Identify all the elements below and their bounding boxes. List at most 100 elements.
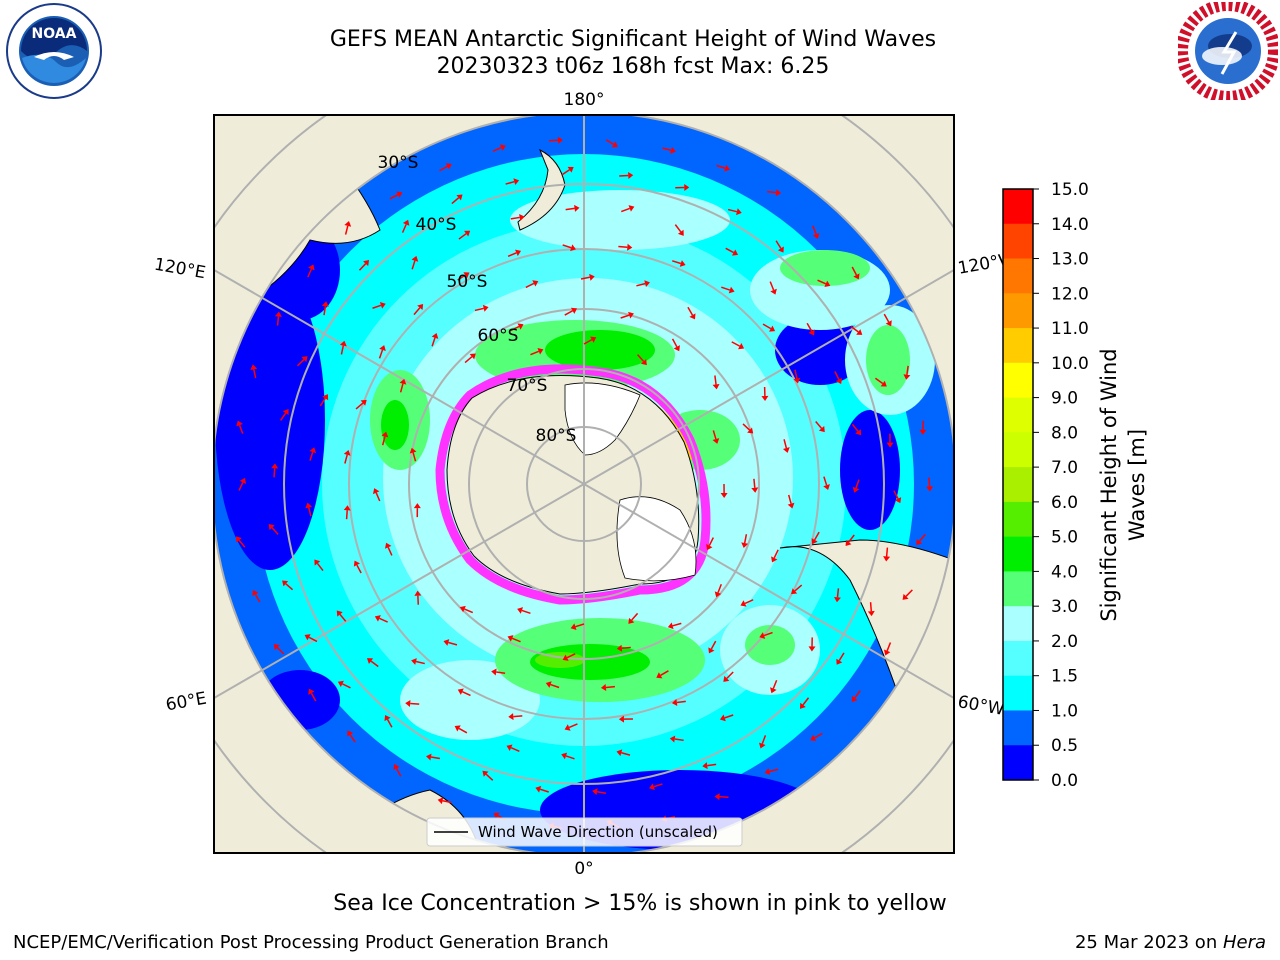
wave-arrow <box>814 732 823 739</box>
wave-arrow-head <box>706 544 713 551</box>
wave-arrow <box>707 763 717 767</box>
wave-arrow-head <box>835 378 843 385</box>
wave-arrow-head <box>770 687 777 694</box>
machine-name: Hera <box>1222 932 1266 953</box>
wave-arrow <box>448 641 458 646</box>
map-legend: Wind Wave Direction (unscaled) <box>426 817 743 847</box>
wave-arrow-head <box>409 447 417 454</box>
wave-arrow <box>605 685 615 689</box>
wave-arrow <box>773 549 779 559</box>
wave-arrow-head <box>469 353 476 360</box>
wave-arrow-head <box>724 164 730 172</box>
wave-arrow <box>238 424 244 434</box>
wave-arrow <box>708 537 715 546</box>
wave-arrow <box>605 139 615 146</box>
wave-arrow-head <box>903 374 911 380</box>
wave-arrow <box>676 700 686 704</box>
wave-arrow-head <box>759 742 766 749</box>
run-date: 25 Mar 2023 on Hera <box>1074 932 1266 953</box>
weddell-ice-shelf <box>616 496 697 582</box>
wave-arrow <box>430 756 440 760</box>
wave-arrow-head <box>741 542 749 548</box>
wave-arrow-head <box>347 730 354 737</box>
sea-ice-fringe <box>435 364 711 605</box>
wave-arrow <box>395 768 402 777</box>
wave-arrow-head <box>628 171 634 179</box>
colorbar: 0.0 0.5 1.0 1.5 2.0 3.0 4.0 5.0 6.0 7.0 8.0 9.0 10.0… <box>1002 180 1089 791</box>
wave-arrow-head <box>537 348 544 355</box>
wave-arrow-head <box>684 184 690 192</box>
wave-arrow-head <box>343 449 351 456</box>
wave-arrow-head <box>396 191 403 198</box>
wave-arrow-head <box>493 812 500 819</box>
wave-arrow <box>510 325 520 332</box>
wave-arrow-head <box>751 487 759 493</box>
wave-arrow <box>316 562 324 571</box>
wave-arrow <box>794 369 798 379</box>
wave-arrow-head <box>363 260 370 267</box>
wave-arrow <box>883 313 890 323</box>
wave-arrow-head <box>393 763 400 771</box>
wave-arrow-head <box>810 734 817 741</box>
lat-label-50s: 50°S <box>447 272 488 292</box>
colorbar-tick-label: 3.0 <box>1051 597 1078 617</box>
wave-arrow-head <box>304 634 311 641</box>
wave-arrow-head <box>738 343 745 350</box>
wave-arrow <box>339 613 347 622</box>
wave-arrow-head <box>669 735 676 743</box>
wave-arrow <box>775 240 782 249</box>
wave-arrow-head <box>836 658 843 665</box>
wave-arrow-head <box>570 244 576 252</box>
wave-arrow-head <box>689 313 696 320</box>
wave-arrow-head <box>417 303 424 311</box>
wave-arrow-head <box>926 486 934 492</box>
wave-arrow <box>848 534 855 543</box>
wave-arrow <box>442 799 452 804</box>
wave-arrow <box>671 260 682 265</box>
wave-arrow-head <box>679 260 686 267</box>
wave-arrow <box>550 683 560 689</box>
wave-arrow-head <box>769 325 776 332</box>
colorbar-tick-label: 12.0 <box>1051 284 1089 304</box>
wave-arrow-head <box>561 752 568 760</box>
wave-arrow-head <box>250 364 258 371</box>
wave-arrow-head <box>517 607 524 614</box>
wave-arrow-head <box>343 505 351 511</box>
wave-arrow-head <box>413 503 421 509</box>
wave-arrow <box>510 747 520 752</box>
wave-arrow <box>802 697 810 706</box>
colorbar-segment <box>1003 571 1033 607</box>
wave-arrow-head <box>628 617 635 624</box>
wave-arrow <box>772 679 778 689</box>
wave-arrow-head <box>616 644 623 652</box>
wave-arrow-head <box>761 395 769 402</box>
wave-arrow <box>763 631 773 637</box>
wave-arrow-head <box>628 311 634 319</box>
wave-arrow <box>464 356 473 364</box>
wave-arrow-head <box>519 213 525 221</box>
colorbar-tick-label: 11.0 <box>1051 319 1089 339</box>
colorbar-segment <box>1003 710 1033 746</box>
wave-arrow-head <box>894 497 902 504</box>
wave-arrow <box>767 190 777 194</box>
wave-arrow <box>356 564 362 574</box>
wave-arrow-head <box>454 725 461 732</box>
wave-arrow-head <box>305 502 313 509</box>
wave-arrow-head <box>464 230 471 237</box>
wave-arrow-head <box>616 749 623 757</box>
wave-arrow-head <box>557 136 564 144</box>
wave-arrow-head <box>731 249 739 256</box>
wave-arrow-head <box>309 447 317 454</box>
noaa-logo-icon: NOAA <box>6 3 102 99</box>
wave-arrow <box>458 233 467 240</box>
colorbar-tick-label: 7.0 <box>1051 458 1078 478</box>
wave-arrow-head <box>499 144 506 151</box>
colorbar-segment <box>1003 293 1033 329</box>
wave-arrow <box>564 310 574 316</box>
wave-arrow <box>918 533 926 542</box>
colorbar-segment <box>1003 189 1033 225</box>
wave-arrow-head <box>656 672 663 679</box>
wave-arrow-head <box>714 591 722 598</box>
wave-arrow <box>507 252 517 258</box>
